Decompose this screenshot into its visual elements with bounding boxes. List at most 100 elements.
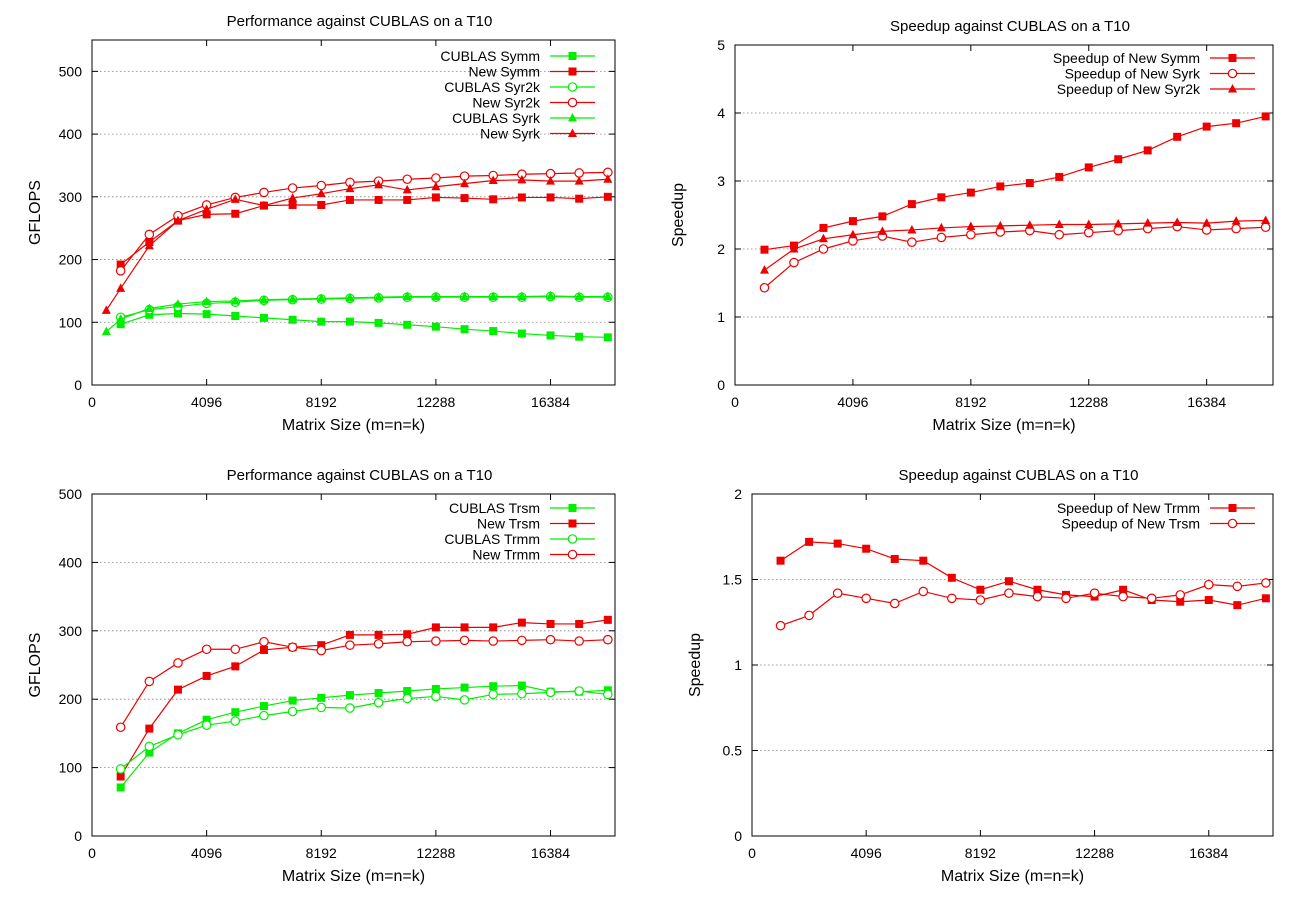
data-point: [804, 610, 814, 621]
y-tick-label: 4: [717, 105, 725, 121]
data-point: [976, 585, 985, 594]
y-tick-label: 400: [59, 554, 83, 570]
data-point: [373, 697, 384, 708]
data-point: [145, 748, 154, 757]
data-point: [288, 294, 298, 303]
data-point: [173, 658, 183, 668]
x-tick-label: 8192: [306, 845, 337, 861]
data-point: [489, 682, 498, 691]
data-point: [966, 221, 976, 231]
chart-speedup-trsm-trmm: 0 0.5 1 1.5 2 0 4096 8192 12288 16384 Speedup agai…: [687, 467, 1274, 885]
series-line: [764, 219, 1266, 271]
data-point: [345, 292, 355, 302]
data-point: [144, 229, 155, 240]
data-point: [819, 223, 828, 232]
data-point: [936, 232, 947, 243]
chart-title: Performance against CUBLAS on a T10: [227, 13, 493, 30]
data-point: [317, 693, 326, 702]
data-point: [1260, 222, 1271, 233]
x-tick-label: 16384: [1187, 394, 1226, 410]
data-point: [575, 619, 584, 628]
y-axis-label: GFLOPS: [27, 180, 44, 245]
data-point: [202, 204, 212, 213]
data-point: [890, 554, 899, 563]
data-point: [116, 772, 125, 781]
data-point: [101, 305, 111, 314]
data-point: [431, 691, 441, 702]
data-point: [231, 312, 240, 320]
data-point: [1203, 579, 1214, 590]
data-point: [1113, 225, 1124, 236]
data-point: [259, 187, 269, 198]
data-point: [789, 257, 799, 268]
data-point: [575, 194, 584, 203]
data-point: [431, 623, 440, 632]
data-point: [1084, 163, 1093, 172]
data-point: [145, 310, 154, 319]
data-point: [259, 645, 268, 654]
data-point: [1004, 588, 1014, 598]
data-point: [201, 720, 212, 730]
y-tick-label: 2: [734, 486, 742, 502]
data-point: [1114, 155, 1123, 164]
x-tick-label: 16384: [531, 845, 570, 861]
data-point: [402, 184, 412, 194]
x-axis-label: Matrix Size (m=n=k): [932, 417, 1075, 434]
data-point: [996, 182, 1005, 191]
data-point: [832, 588, 843, 598]
data-point: [575, 332, 584, 341]
series-cublas-symm: [116, 309, 612, 342]
data-point: [402, 291, 412, 301]
chart-gflops-symm-syrk: 0 100 200 300 400 500 0 4096 8192 12288 16384 Perfo…: [27, 13, 616, 434]
data-point: [603, 291, 613, 301]
data-point: [1232, 581, 1243, 592]
series-speedup-of-new-symm: [760, 112, 1270, 254]
legend-label: CUBLAS Syrk: [452, 110, 541, 126]
series-line: [105, 178, 608, 311]
data-point: [1054, 229, 1065, 240]
data-point: [603, 174, 613, 183]
series-speedup-of-new-trmm: [776, 537, 1270, 610]
data-point: [574, 291, 584, 301]
data-point: [1261, 594, 1270, 603]
data-point: [546, 619, 555, 628]
data-point: [173, 685, 182, 694]
y-tick-label: 100: [59, 760, 83, 776]
data-point: [907, 224, 917, 234]
data-point: [460, 623, 469, 632]
data-point: [403, 630, 412, 639]
data-point: [907, 200, 916, 209]
data-point: [173, 299, 183, 308]
series-new-trmm: [115, 634, 613, 733]
chart-title: Speedup against CUBLAS on a T10: [899, 467, 1139, 484]
data-point: [230, 295, 240, 305]
data-point: [259, 710, 269, 721]
series-cublas-trmm: [115, 686, 613, 774]
data-point: [345, 640, 355, 650]
data-point: [760, 245, 769, 254]
series-speedup-of-new-trsm: [775, 578, 1271, 631]
data-point: [517, 174, 527, 184]
data-point: [431, 193, 440, 202]
data-point: [230, 644, 241, 655]
data-point: [1119, 585, 1128, 594]
x-tick-label: 4096: [837, 394, 868, 410]
y-tick-label: 2: [717, 241, 725, 257]
data-point: [431, 322, 440, 331]
legend-label: CUBLAS Trsm: [449, 500, 540, 516]
legend-label: New Trsm: [477, 516, 540, 532]
data-point: [431, 684, 440, 693]
data-point: [759, 282, 770, 293]
data-point: [489, 623, 498, 632]
data-point: [574, 686, 584, 696]
x-tick-label: 0: [88, 394, 96, 410]
series-new-symm: [116, 192, 612, 269]
data-point: [460, 683, 469, 692]
data-point: [459, 635, 470, 646]
data-point: [517, 635, 527, 646]
data-point: [546, 331, 555, 340]
legend-marker: [567, 534, 578, 544]
data-point: [878, 212, 887, 221]
data-point: [1202, 218, 1212, 227]
data-point: [202, 671, 211, 680]
